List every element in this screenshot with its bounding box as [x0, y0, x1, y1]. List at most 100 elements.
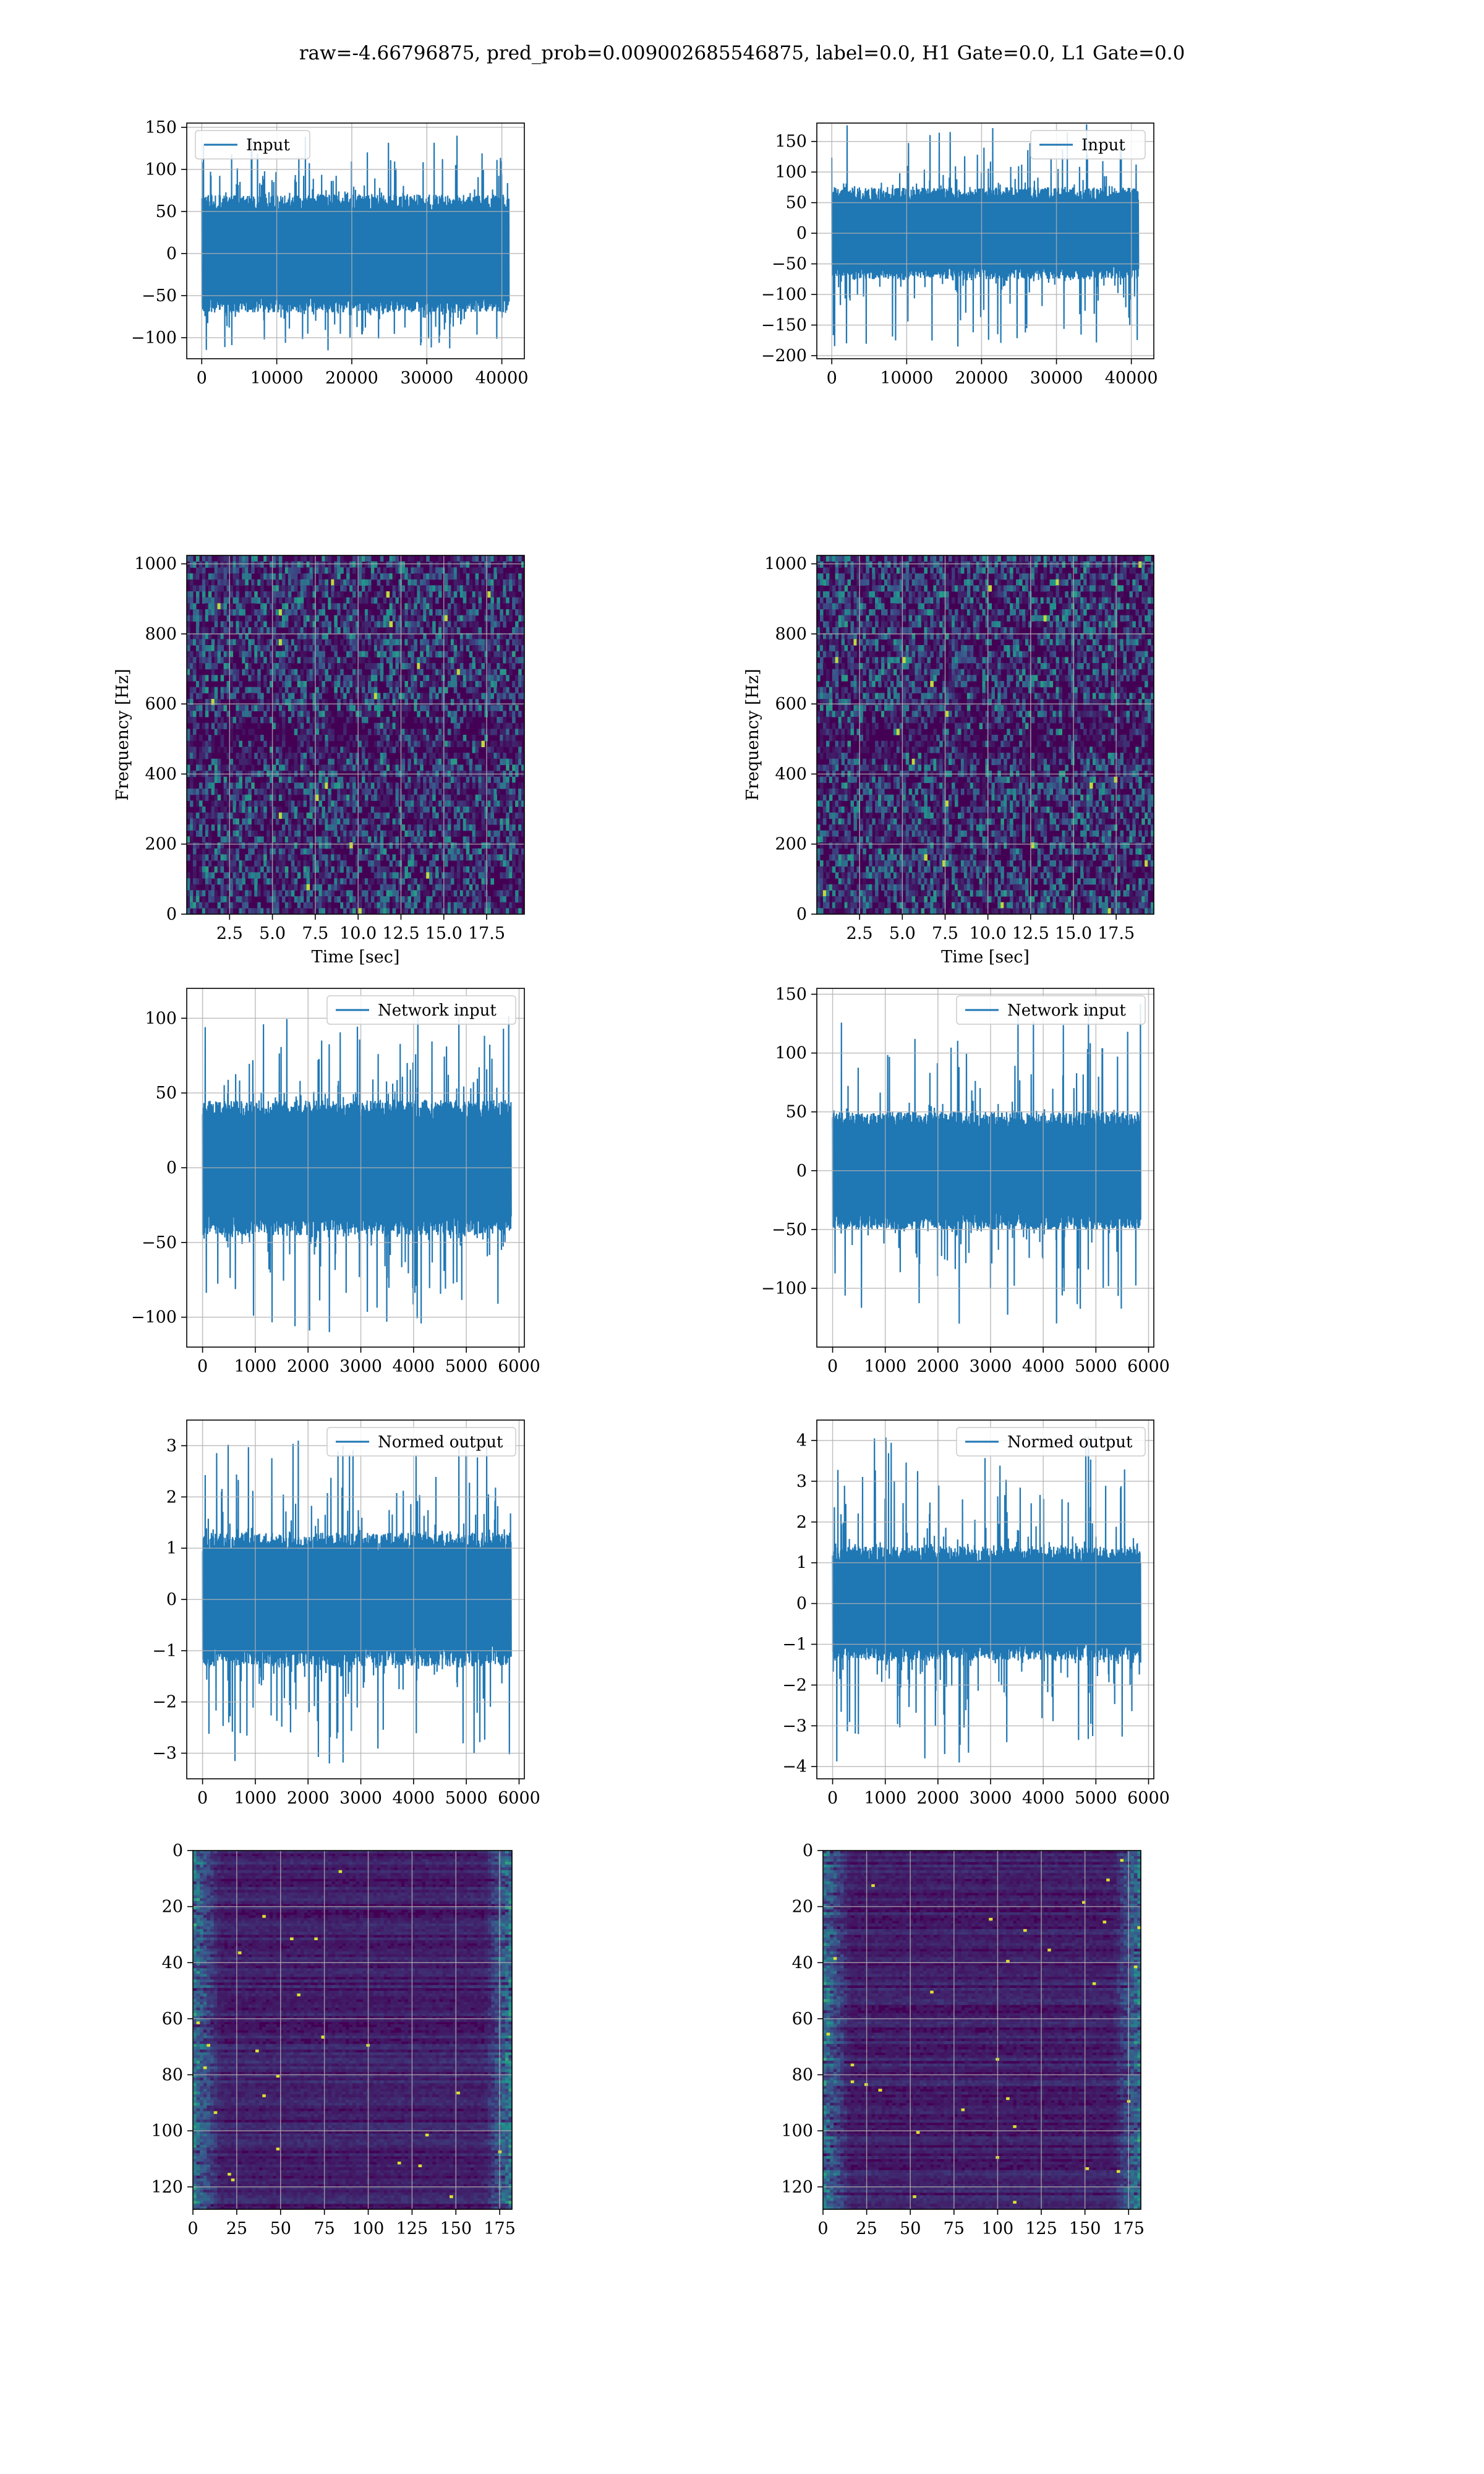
heatmap-cell — [398, 615, 403, 622]
heatmap-cell — [190, 747, 194, 753]
heatmap-cell — [217, 866, 221, 873]
heatmap-cell — [456, 704, 461, 711]
y-tick-label: 400 — [145, 764, 177, 784]
heatmap-cell — [515, 812, 519, 819]
heatmap-cell — [294, 753, 298, 760]
heatmap-cell — [288, 747, 292, 753]
heatmap-cell — [192, 824, 197, 831]
heatmap-cell — [226, 669, 231, 675]
heatmap-cell — [411, 663, 414, 670]
heatmap-cell — [1040, 585, 1044, 592]
heatmap-cell — [463, 807, 467, 813]
heatmap-cell — [223, 704, 228, 711]
heatmap-cell — [1019, 555, 1023, 562]
heatmap-cell — [878, 579, 882, 586]
heatmap-cell — [303, 687, 307, 693]
heatmap-cell — [453, 603, 458, 610]
heatmap-cell — [364, 764, 369, 771]
heatmap-cell — [257, 657, 261, 664]
heatmap-cell — [361, 789, 365, 795]
heatmap-cell — [291, 597, 295, 604]
heatmap-cell — [404, 699, 408, 706]
heatmap-cell — [251, 830, 255, 837]
heatmap-cell — [459, 669, 464, 675]
heatmap-cell — [506, 872, 510, 879]
heatmap-cell — [509, 722, 513, 729]
heatmap-cell — [359, 782, 362, 789]
heatmap-cell — [521, 830, 525, 837]
heatmap-cell — [364, 693, 369, 700]
heatmap-cell — [242, 747, 245, 753]
heatmap-cell — [373, 639, 378, 646]
heatmap-cell — [417, 657, 420, 664]
heatmap-cell — [361, 585, 365, 592]
heatmap-cell — [361, 824, 365, 831]
heatmap-cell — [380, 663, 384, 670]
heatmap-cell — [187, 567, 190, 574]
heatmap-cell — [322, 818, 325, 825]
heatmap-cell — [487, 579, 491, 586]
x-tick-label: 0 — [827, 369, 837, 388]
heatmap-cell — [487, 693, 491, 700]
heatmap-cell — [398, 621, 403, 628]
heatmap-cell — [195, 878, 200, 885]
heatmap-cell — [223, 663, 228, 670]
heatmap-cell — [392, 902, 396, 909]
heatmap-cell — [820, 597, 824, 604]
heatmap-cell — [1107, 585, 1112, 592]
heatmap-cell — [414, 603, 417, 610]
heatmap-cell — [202, 836, 206, 843]
heatmap-cell — [214, 591, 218, 598]
heatmap-cell — [248, 711, 252, 717]
heatmap-cell — [1007, 591, 1010, 598]
heatmap-cell — [392, 722, 396, 729]
heatmap-cell — [226, 902, 231, 909]
heatmap-cell — [322, 866, 325, 873]
heatmap-cell — [503, 896, 506, 903]
heatmap-cell — [260, 651, 264, 657]
heatmap-cell — [942, 579, 946, 586]
heatmap-cell — [500, 609, 503, 616]
heatmap-cell — [497, 807, 500, 813]
heatmap-cell — [195, 585, 200, 592]
heatmap-cell — [370, 627, 375, 634]
heatmap-cell — [386, 717, 390, 724]
heatmap-cell — [497, 597, 500, 604]
heatmap-cell — [432, 573, 436, 580]
heatmap-cell — [273, 872, 276, 879]
heatmap-cell — [515, 681, 519, 688]
heatmap-cell — [893, 585, 897, 592]
heatmap-cell — [208, 789, 212, 795]
heatmap-cell — [275, 591, 279, 598]
heatmap-cell — [260, 585, 264, 592]
heatmap-cell — [1004, 585, 1007, 592]
heatmap-cell — [377, 848, 381, 855]
heatmap-cell — [217, 591, 221, 598]
heatmap-cell — [453, 908, 458, 915]
heatmap-cell — [190, 639, 194, 646]
heatmap-cell — [398, 711, 403, 717]
heatmap-cell — [509, 633, 513, 640]
heatmap-cell — [398, 807, 403, 813]
heatmap-cell — [248, 740, 252, 747]
heatmap-cell — [322, 836, 325, 843]
heatmap-cell — [847, 597, 851, 604]
heatmap-cell — [318, 896, 322, 903]
heatmap-cell — [245, 896, 249, 903]
heatmap-cell — [278, 812, 283, 819]
heatmap-cell — [456, 722, 461, 729]
heatmap-cell — [481, 579, 485, 586]
heatmap-cell — [392, 633, 396, 640]
heatmap-cell — [263, 573, 267, 580]
heatmap-cell — [192, 603, 197, 610]
heatmap-cell — [1117, 573, 1121, 580]
heatmap-cell — [890, 597, 894, 604]
heatmap-cell — [331, 758, 335, 765]
heatmap-cell — [229, 669, 234, 675]
heatmap-cell — [506, 579, 510, 586]
heatmap-cell — [383, 639, 387, 646]
heatmap-cell — [521, 884, 525, 891]
heatmap-cell — [398, 567, 403, 574]
heatmap-cell — [309, 782, 313, 789]
heatmap-cell — [459, 579, 464, 586]
